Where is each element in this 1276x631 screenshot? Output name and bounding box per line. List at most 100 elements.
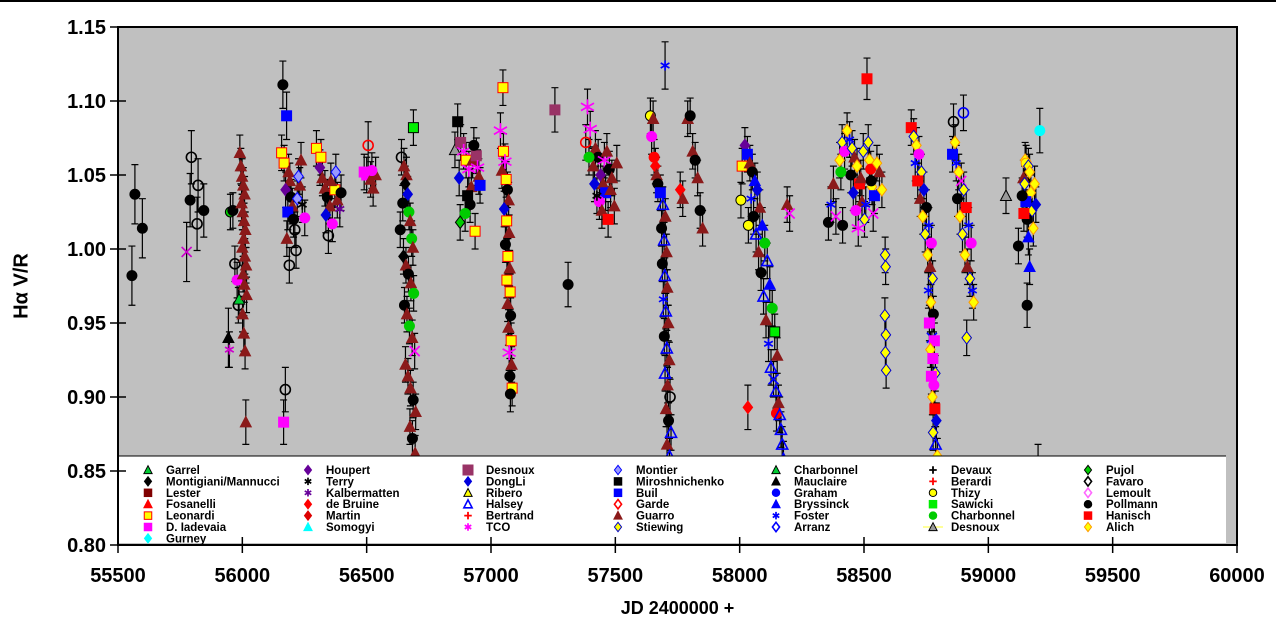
data-point-marker [837,219,849,231]
data-point-marker [756,288,771,302]
data-point-marker [592,190,602,201]
data-point-marker [880,345,891,360]
data-point-marker [504,388,516,400]
data-point-marker [868,190,880,202]
y-tick-label: 1.05 [67,165,106,187]
data-point-marker [185,151,198,164]
data-point-marker [865,163,877,175]
plot-border [117,26,1238,546]
legend-label-hanisch: Hanisch [1106,511,1151,523]
data-point-marker [470,150,482,162]
data-point-marker [664,391,676,403]
legend-marker-devaux [929,466,937,474]
data-point-marker [586,159,600,172]
data-point-marker [847,185,859,200]
data-point-marker [659,402,673,415]
data-point-marker [198,205,210,217]
data-point-marker [827,177,840,190]
legend-label-terry: Terry [326,476,355,488]
data-point-marker [925,295,937,310]
data-point-marker [918,182,930,197]
legend-label-ribero: Ribero [486,488,522,500]
data-point-marker [474,179,486,191]
legend-marker-ribero [463,487,473,497]
data-point-marker [660,60,670,71]
data-point-marker [1023,259,1036,273]
data-point-marker [579,136,592,149]
data-point-marker [279,383,292,396]
data-point-marker [923,285,934,296]
data-point-marker [403,320,415,332]
legend-label-montier: Montier [636,465,678,477]
data-point-marker [326,218,338,230]
data-point-marker [405,330,419,344]
data-point-marker [1021,299,1033,311]
legend-label-buil: Buil [636,488,658,500]
data-point-marker [610,156,624,169]
data-point-marker [192,179,204,192]
legend-marker-dongli [463,475,473,487]
data-point-marker [335,187,347,199]
data-point-marker [929,403,941,415]
data-point-marker [501,296,514,310]
data-point-marker [237,277,251,290]
data-point-marker [867,207,879,220]
data-point-marker [876,182,888,197]
data-point-marker [964,271,976,286]
legend-marker-guarro [613,510,623,520]
data-point-marker [237,326,251,339]
y-axis-title: Hα V/R [10,253,33,319]
legend-label-mauclaire: Mauclaire [794,476,847,488]
legend-label-lemoult: Lemoult [1106,488,1151,500]
legend-label-devaux: Devaux [951,465,993,477]
data-point-marker [657,268,672,282]
data-point-marker [769,326,781,338]
legend-marker-garde [613,498,623,511]
data-point-marker [923,317,935,329]
data-point-marker [181,246,193,258]
data-point-marker [951,158,962,169]
legend-marker-stiewing [613,521,623,533]
data-point-marker [920,202,932,214]
data-point-marker [913,191,927,204]
data-point-marker [459,207,471,219]
data-point-marker [403,419,417,432]
legend-marker-de-bruine [303,498,313,510]
legend-marker-bryssinck [771,498,781,509]
data-point-marker [658,294,669,305]
legend-marker-graham [771,488,781,498]
data-point-marker [403,214,417,227]
data-point-marker [1022,230,1035,243]
data-point-marker [919,227,931,242]
data-point-marker [294,153,308,166]
data-point-marker [676,191,690,204]
data-point-marker [658,209,672,222]
data-point-marker [283,174,297,187]
legend-label-desnoux: Desnoux [951,522,1000,534]
data-point-marker [505,357,518,370]
data-point-marker [497,145,509,157]
data-point-marker [394,224,406,236]
data-point-marker [880,327,892,342]
data-point-marker [961,259,974,273]
data-point-marker [663,415,675,427]
data-point-marker [748,174,762,187]
data-point-marker [923,259,937,273]
data-point-marker [654,187,666,199]
x-tick-label: 60000 [1209,565,1265,587]
legend-label-d-iadevaia: D. Iadevaia [166,522,227,534]
legend-label-pollmann: Pollmann [1106,499,1158,511]
data-point-marker [469,225,481,237]
data-point-marker [608,199,621,212]
data-point-marker [879,308,891,323]
data-point-marker [366,181,380,194]
legend-box [119,456,1226,543]
data-point-marker [746,193,756,204]
data-point-marker [947,115,960,128]
data-point-marker [755,218,769,231]
legend-marker-hanisch [1083,511,1093,520]
legend-marker-bertrand [464,511,472,520]
data-point-marker [775,436,790,450]
data-point-marker [851,159,863,174]
